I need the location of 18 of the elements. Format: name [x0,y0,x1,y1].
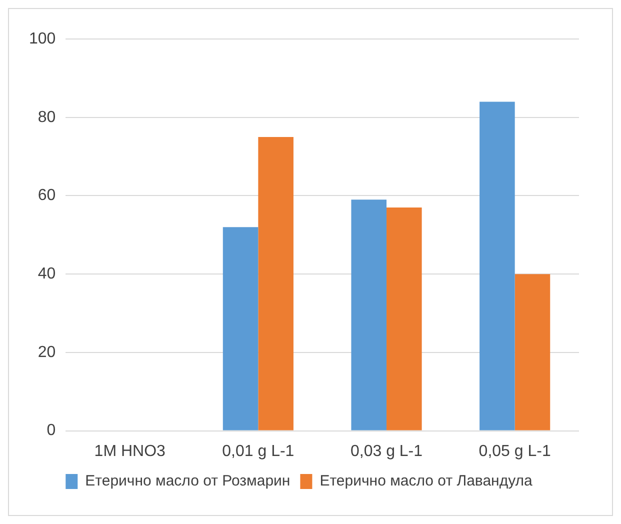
bar [258,136,294,430]
y-tick-label: 100 [28,30,56,48]
y-tick-label: 40 [38,265,56,282]
bar [480,102,515,430]
x-tick-label: 1M HNO3 [94,442,166,460]
y-tick-label: 60 [38,187,56,204]
legend-label: Етерично масло от Розмарин [85,472,290,490]
x-tick-label: 0,03 g L-1 [350,442,423,460]
legend-label: Етерично масло от Лавандула [320,472,534,490]
y-tick-label: 80 [38,108,56,126]
bar [514,274,550,430]
y-tick-label: 20 [38,344,56,361]
x-tick-label: 0,01 g L-1 [222,442,294,460]
bar [222,227,258,430]
y-tick-label: 0 [46,422,56,440]
bar [351,200,387,430]
bar [386,207,422,430]
x-tick-label: 0,05 g L-1 [478,442,551,460]
